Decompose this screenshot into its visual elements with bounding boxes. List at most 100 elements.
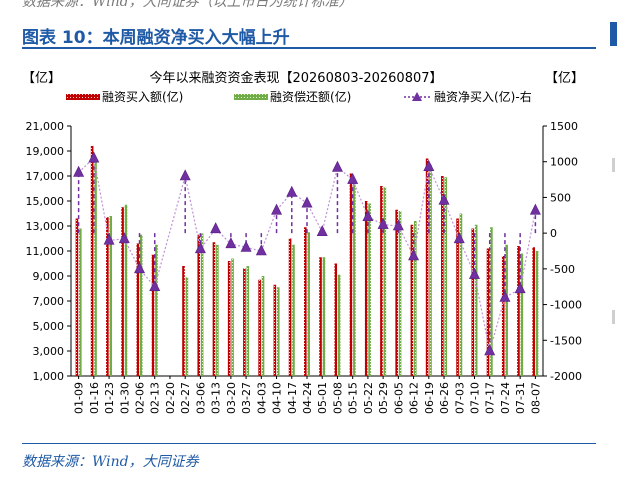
- y-right-tick-label: -500: [550, 263, 575, 276]
- bar-buy: [243, 268, 246, 376]
- right-tab-mark: [610, 22, 617, 46]
- x-tick-label: 02-27: [179, 382, 192, 414]
- legend-label-repay: 融资偿还额(亿): [270, 89, 351, 104]
- x-tick-label: 01-30: [118, 382, 131, 414]
- edge-mark: [612, 310, 615, 324]
- net-marker: [347, 172, 359, 184]
- bar-buy: [136, 243, 140, 376]
- x-tick-label: 02-13: [149, 382, 162, 414]
- net-marker: [392, 219, 404, 231]
- x-tick-label: 04-03: [255, 382, 268, 414]
- bar-repay: [413, 221, 417, 376]
- y-left-tick-label: 7,000: [33, 295, 65, 308]
- y-left-tick-label: 3,000: [33, 345, 65, 358]
- bar-buy: [471, 228, 475, 376]
- bar-repay: [474, 224, 478, 376]
- net-marker: [362, 210, 374, 222]
- legend-swatch-repay: [234, 94, 268, 100]
- bar-repay: [79, 228, 82, 376]
- bar-repay: [200, 233, 204, 376]
- bar-buy: [197, 234, 201, 376]
- x-tick-label: 03-20: [225, 382, 238, 414]
- bar-buy: [410, 224, 414, 376]
- net-marker: [377, 217, 389, 229]
- x-tick-label: 08-07: [529, 382, 542, 414]
- x-tick-label: 02-06: [134, 382, 147, 414]
- bar-buy: [151, 254, 155, 376]
- bar-buy: [380, 186, 383, 376]
- bar-repay: [444, 177, 448, 376]
- legend-marker-net: [412, 92, 422, 101]
- x-tick-label: 05-15: [347, 382, 360, 414]
- bar-repay: [261, 276, 265, 376]
- x-tick-label: 03-13: [210, 382, 223, 414]
- bar-repay: [94, 158, 97, 376]
- x-tick-label: 05-29: [377, 382, 390, 414]
- bar-buy: [304, 227, 307, 376]
- y-left-tick-label: 11,000: [26, 245, 65, 258]
- y-left-tick-label: 15,000: [26, 195, 65, 208]
- net-marker: [529, 203, 541, 215]
- x-tick-label: 05-01: [316, 382, 329, 414]
- net-marker: [255, 244, 267, 256]
- net-marker: [103, 233, 115, 245]
- figure-title-bar: 图表 10：本周融资净买入大幅上升: [22, 20, 596, 49]
- x-tick-label: 04-17: [286, 382, 299, 414]
- bar-buy: [517, 246, 520, 376]
- net-marker: [286, 185, 298, 197]
- x-tick-label: 06-05: [392, 382, 405, 414]
- bar-buy: [532, 247, 535, 376]
- bar-repay: [490, 227, 493, 376]
- x-tick-label: 04-24: [301, 382, 314, 414]
- net-marker: [149, 280, 161, 292]
- x-tick-label: 03-06: [194, 382, 207, 414]
- bar-repay: [231, 258, 234, 376]
- legend-label-buy: 融资买入额(亿): [102, 89, 183, 104]
- footer-divider: [22, 443, 596, 444]
- bar-repay: [322, 257, 326, 376]
- net-marker: [316, 225, 328, 237]
- bar-buy: [75, 218, 79, 376]
- net-marker: [240, 240, 252, 252]
- net-marker: [408, 249, 420, 261]
- net-marker: [134, 262, 146, 274]
- bar-buy: [395, 209, 398, 376]
- y-left-tick-label: 5,000: [33, 320, 65, 333]
- bar-repay: [216, 244, 219, 376]
- bar-repay: [155, 244, 158, 376]
- x-tick-label: 01-09: [73, 382, 86, 414]
- x-tick-label: 07-10: [468, 382, 481, 414]
- bar-buy: [456, 218, 459, 376]
- net-marker: [331, 160, 343, 172]
- bar-repay: [429, 164, 432, 376]
- bar-buy: [501, 256, 505, 376]
- net-marker: [468, 267, 480, 279]
- bar-repay: [535, 251, 539, 376]
- figure-title: 图表 10：本周融资净买入大幅上升: [22, 28, 290, 48]
- legend-label-net: 融资净买入(亿)-右: [434, 89, 532, 104]
- net-marker: [210, 222, 222, 234]
- bar-buy: [319, 257, 322, 376]
- bar-buy: [90, 146, 94, 376]
- net-marker: [453, 232, 465, 244]
- bar-buy: [273, 284, 277, 376]
- legend-swatch-buy: [66, 94, 100, 100]
- source-note-top: 数据来源：Wind，大同证券（以上市日为统计标准）: [22, 0, 353, 10]
- net-marker: [438, 193, 450, 205]
- footer-source: 数据来源：Wind，大同证券: [22, 454, 199, 470]
- x-tick-label: 01-16: [88, 382, 101, 414]
- net-marker: [271, 203, 283, 215]
- bar-repay: [276, 287, 280, 376]
- bar-repay: [459, 213, 463, 376]
- x-tick-label: 05-08: [331, 382, 344, 414]
- chart-title: 今年以来融资资金表现【20260803-20260807】: [149, 70, 442, 86]
- bar-buy: [288, 238, 292, 376]
- y-right-tick-label: -1000: [550, 299, 582, 312]
- edge-mark: [612, 158, 615, 172]
- x-tick-label: 05-22: [362, 382, 375, 414]
- y-right-tick-label: 0: [550, 227, 557, 240]
- bar-repay: [109, 216, 113, 376]
- bar-buy: [227, 261, 231, 376]
- x-tick-label: 06-12: [408, 382, 421, 414]
